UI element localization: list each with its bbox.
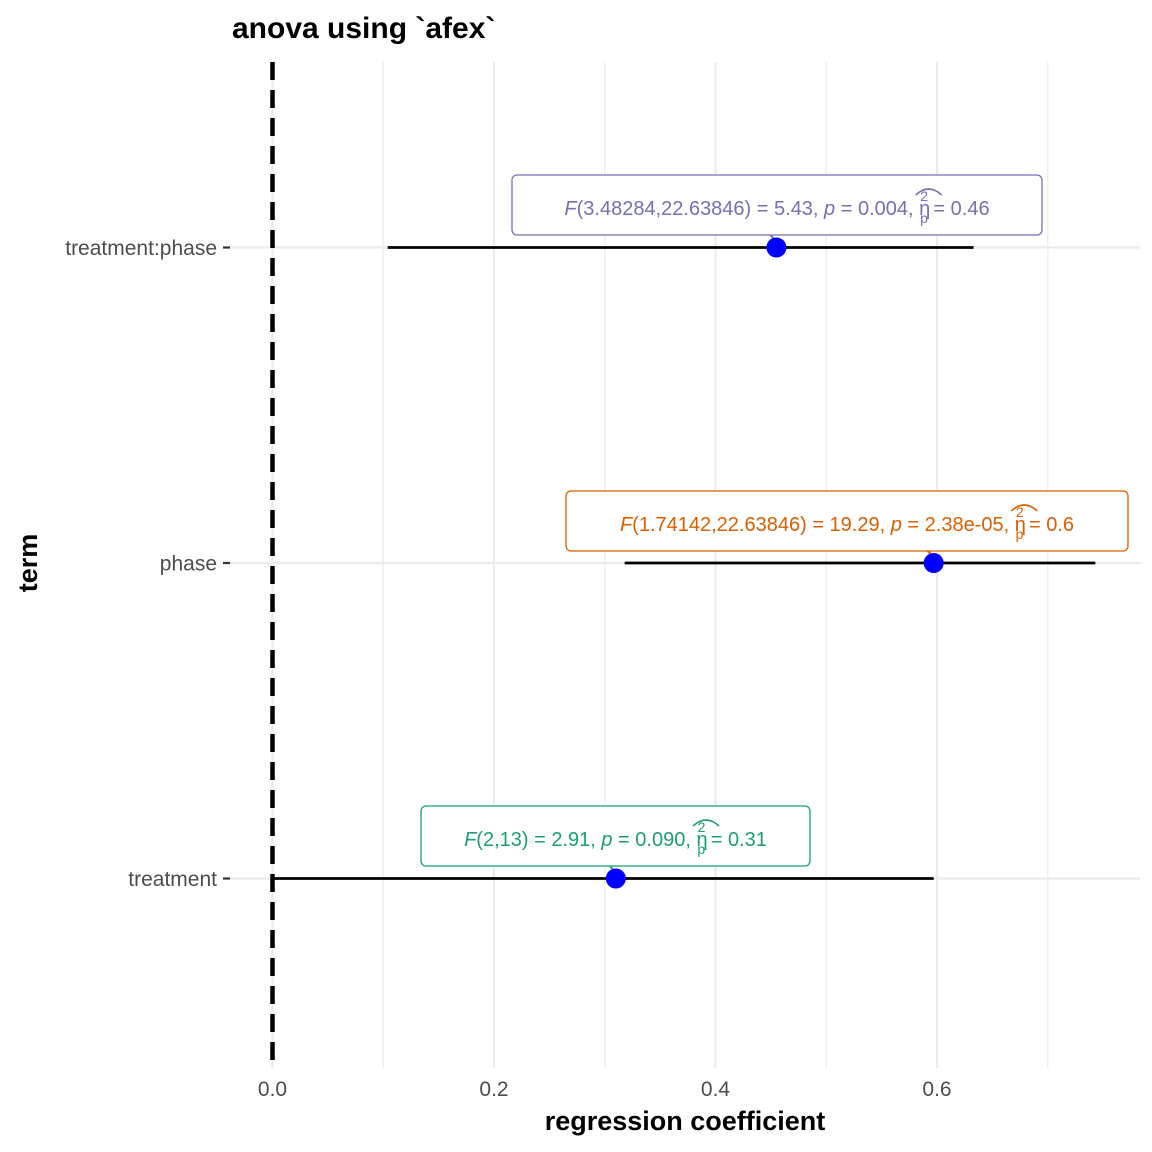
axis-ticks: 0.0 0.2 0.4 0.6 treatment phase treatment:phas… (65, 237, 951, 1101)
y-tick-label: phase (160, 553, 217, 576)
y-tick-label: treatment:phase (65, 237, 217, 260)
estimate-point (605, 868, 626, 889)
term-treatment-phase: F(3.48284,22.63846) = 5.43, p = 0.004, η… (387, 174, 1043, 258)
estimate-point (766, 237, 787, 258)
term-phase: F(1.74142,22.63846) = 19.29, p = 2.38e-0… (565, 490, 1129, 573)
stat-label: F(1.74142,22.63846) = 19.29, p = 2.38e-0… (620, 504, 1074, 542)
y-axis-title: term (13, 534, 43, 593)
hat-accent (915, 188, 943, 196)
estimate-point (923, 553, 944, 573)
x-axis-title: regression coefficient (545, 1106, 826, 1136)
x-tick-label: 0.2 (479, 1078, 508, 1101)
hat-accent (692, 819, 720, 827)
stat-label-box (511, 174, 1043, 236)
chart-title: anova using `afex` (232, 12, 495, 45)
stat-label: F(3.48284,22.63846) = 5.43, p = 0.004, η… (564, 188, 989, 226)
x-tick-label: 0.4 (701, 1078, 731, 1101)
x-tick-label: 0.6 (922, 1078, 951, 1101)
hat-accent (1010, 504, 1038, 512)
data-marks: F(2,13) = 2.91, p = 0.090, η2 p = 0.31 F(1… (272, 174, 1129, 889)
stat-label: F(2,13) = 2.91, p = 0.090, η2 p = 0.31 (464, 819, 767, 857)
x-tick-label: 0.0 (258, 1078, 287, 1101)
term-treatment: F(2,13) = 2.91, p = 0.090, η2 p = 0.31 (272, 805, 934, 889)
y-tick-label: treatment (128, 868, 217, 891)
stat-label-box (565, 490, 1129, 552)
